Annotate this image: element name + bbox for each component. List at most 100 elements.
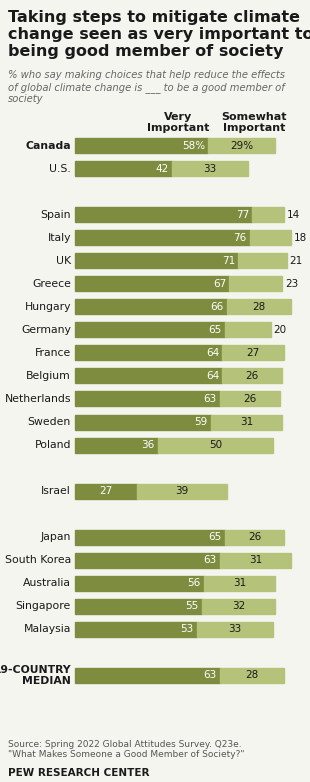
Text: 28: 28 xyxy=(252,302,266,312)
Bar xyxy=(158,438,273,453)
Text: 33: 33 xyxy=(228,624,241,634)
Text: Spain: Spain xyxy=(41,210,71,220)
Text: 18: 18 xyxy=(294,233,308,242)
Text: 76: 76 xyxy=(233,233,247,242)
Bar xyxy=(208,138,275,153)
Text: Singapore: Singapore xyxy=(16,601,71,612)
Bar xyxy=(252,207,284,222)
Text: 33: 33 xyxy=(203,163,216,174)
Text: 31: 31 xyxy=(240,417,253,427)
Bar xyxy=(172,161,247,176)
Bar xyxy=(75,346,222,361)
Text: 56: 56 xyxy=(188,579,201,588)
Text: South Korea: South Korea xyxy=(5,555,71,565)
Text: 55: 55 xyxy=(185,601,198,612)
Bar xyxy=(75,300,227,314)
Text: Poland: Poland xyxy=(34,440,71,450)
Text: 31: 31 xyxy=(233,579,246,588)
Bar xyxy=(227,300,291,314)
Text: 19-COUNTRY
MEDIAN: 19-COUNTRY MEDIAN xyxy=(0,665,71,687)
Text: 27: 27 xyxy=(247,348,260,358)
Text: % who say making choices that help reduce the effects
of global climate change i: % who say making choices that help reduc… xyxy=(8,70,285,104)
Bar xyxy=(220,392,280,407)
Text: 39: 39 xyxy=(175,486,188,496)
Text: 36: 36 xyxy=(142,440,155,450)
Bar xyxy=(75,230,250,246)
Text: 59: 59 xyxy=(194,417,208,427)
Text: Canada: Canada xyxy=(25,141,71,150)
Text: 27: 27 xyxy=(100,486,113,496)
Bar xyxy=(229,276,282,291)
Text: Greece: Greece xyxy=(32,278,71,289)
Text: 63: 63 xyxy=(204,670,217,680)
Bar xyxy=(75,253,238,268)
Bar xyxy=(75,599,202,614)
Text: 26: 26 xyxy=(248,533,261,542)
Text: 32: 32 xyxy=(232,601,245,612)
Bar xyxy=(75,392,220,407)
Bar xyxy=(211,414,282,429)
Bar xyxy=(75,622,197,637)
Bar xyxy=(75,576,204,591)
Text: Sweden: Sweden xyxy=(28,417,71,427)
Text: 66: 66 xyxy=(210,302,224,312)
Bar xyxy=(238,253,287,268)
Text: Israel: Israel xyxy=(41,486,71,496)
Bar xyxy=(75,161,172,176)
Text: 58%: 58% xyxy=(182,141,206,150)
Text: Australia: Australia xyxy=(23,579,71,588)
Text: 63: 63 xyxy=(204,394,217,404)
Bar xyxy=(222,346,284,361)
Bar xyxy=(75,322,224,337)
Text: Very
Important: Very Important xyxy=(147,112,209,133)
Bar xyxy=(137,483,227,499)
Bar xyxy=(75,368,222,383)
Text: 64: 64 xyxy=(206,348,219,358)
Text: Taking steps to mitigate climate
change seen as very important to
being good mem: Taking steps to mitigate climate change … xyxy=(8,10,310,59)
Text: 29%: 29% xyxy=(230,141,253,150)
Text: Germany: Germany xyxy=(21,325,71,335)
Text: 42: 42 xyxy=(155,163,169,174)
Text: Japan: Japan xyxy=(41,533,71,542)
Bar xyxy=(75,138,208,153)
Text: Belgium: Belgium xyxy=(26,371,71,381)
Text: U.S.: U.S. xyxy=(49,163,71,174)
Bar xyxy=(75,207,252,222)
Text: Italy: Italy xyxy=(47,233,71,242)
Text: 63: 63 xyxy=(204,555,217,565)
Bar xyxy=(220,668,284,683)
Text: 50: 50 xyxy=(209,440,222,450)
Text: 65: 65 xyxy=(208,533,222,542)
Bar xyxy=(222,368,282,383)
Bar xyxy=(220,553,291,568)
Bar xyxy=(75,529,224,545)
Text: 14: 14 xyxy=(287,210,301,220)
Bar xyxy=(75,483,137,499)
Bar xyxy=(197,622,273,637)
Bar xyxy=(250,230,291,246)
Text: 71: 71 xyxy=(222,256,235,266)
Text: Somewhat
Important: Somewhat Important xyxy=(221,112,287,133)
Bar xyxy=(75,553,220,568)
Text: 53: 53 xyxy=(181,624,194,634)
Bar xyxy=(75,414,211,429)
Text: 26: 26 xyxy=(243,394,256,404)
Bar xyxy=(224,529,284,545)
Text: Malaysia: Malaysia xyxy=(24,624,71,634)
Bar xyxy=(75,438,158,453)
Text: PEW RESEARCH CENTER: PEW RESEARCH CENTER xyxy=(8,768,149,778)
Bar xyxy=(202,599,275,614)
Text: 28: 28 xyxy=(246,670,259,680)
Text: Netherlands: Netherlands xyxy=(5,394,71,404)
Bar xyxy=(204,576,275,591)
Text: 65: 65 xyxy=(208,325,222,335)
Text: 31: 31 xyxy=(249,555,262,565)
Text: UK: UK xyxy=(56,256,71,266)
Bar xyxy=(224,322,271,337)
Text: 26: 26 xyxy=(246,371,259,381)
Text: Source: Spring 2022 Global Attitudes Survey. Q23e.
"What Makes Someone a Good Me: Source: Spring 2022 Global Attitudes Sur… xyxy=(8,740,245,759)
Bar xyxy=(75,276,229,291)
Text: 23: 23 xyxy=(285,278,298,289)
Text: 21: 21 xyxy=(290,256,303,266)
Text: 64: 64 xyxy=(206,371,219,381)
